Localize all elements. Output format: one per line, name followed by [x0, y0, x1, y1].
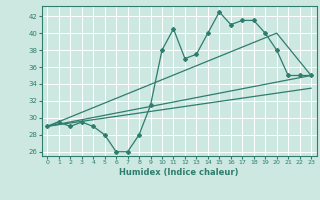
X-axis label: Humidex (Indice chaleur): Humidex (Indice chaleur) — [119, 168, 239, 177]
